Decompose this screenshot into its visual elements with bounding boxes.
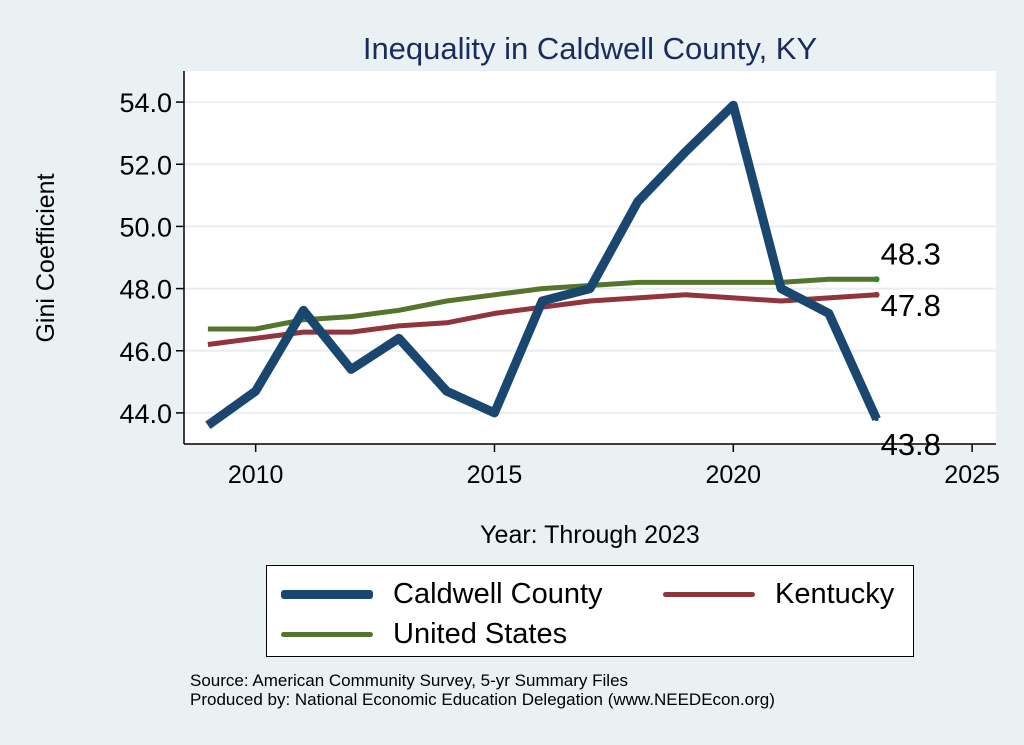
end-label-united-states: 48.3	[881, 236, 941, 271]
series-line-united-states	[207, 276, 877, 332]
y-tick-label: 50.0	[119, 212, 172, 242]
y-tick-label: 44.0	[119, 399, 172, 429]
legend-swatch-united-states	[281, 632, 373, 637]
legend: Caldwell County Kentucky United States	[266, 565, 914, 657]
end-label-caldwell-county: 43.8	[881, 427, 941, 462]
series-line-caldwell-county	[205, 100, 881, 429]
source-line: Source: American Community Survey, 5-yr …	[190, 671, 629, 690]
end-labels: 43.8 47.8 48.3	[881, 236, 941, 462]
axes: 44.0 46.0 48.0 50.0 52.0 54.0 2010 2015 2020 2025	[119, 71, 1000, 489]
x-tick-label: 2010	[228, 461, 284, 489]
chart-title: Inequality in Caldwell County, KY	[363, 31, 817, 66]
legend-item-caldwell-county: Caldwell County	[281, 578, 603, 611]
producer-line: Produced by: National Economic Education…	[190, 690, 775, 709]
y-tick-label: 54.0	[119, 88, 172, 118]
plot-area	[184, 71, 996, 444]
y-axis-label: Gini Coefficient	[32, 173, 60, 342]
x-axis-label: Year: Through 2023	[480, 521, 700, 549]
source-note: Source: American Community Survey, 5-yr …	[190, 671, 775, 709]
series-line-united-states-endpoint	[873, 276, 880, 283]
x-tick-label: 2020	[705, 461, 761, 489]
series-line-caldwell-county-endpoint	[874, 417, 879, 422]
legend-swatch-caldwell-county	[281, 590, 373, 599]
y-tick-label: 46.0	[119, 337, 172, 367]
legend-label: Kentucky	[775, 578, 895, 610]
y-tick-label: 52.0	[119, 150, 172, 180]
legend-label: Caldwell County	[393, 578, 603, 610]
x-tick-label: 2025	[944, 461, 1000, 489]
x-tick-label: 2015	[467, 461, 523, 489]
series-line-kentucky-endpoint	[873, 291, 880, 298]
series-layer	[205, 100, 881, 429]
legend-swatch-kentucky	[663, 592, 755, 597]
legend-item-kentucky: Kentucky	[663, 578, 894, 611]
y-tick-label: 48.0	[119, 275, 172, 305]
legend-item-united-states: United States	[281, 618, 567, 651]
legend-label: United States	[393, 618, 568, 650]
end-label-kentucky: 47.8	[881, 288, 941, 323]
